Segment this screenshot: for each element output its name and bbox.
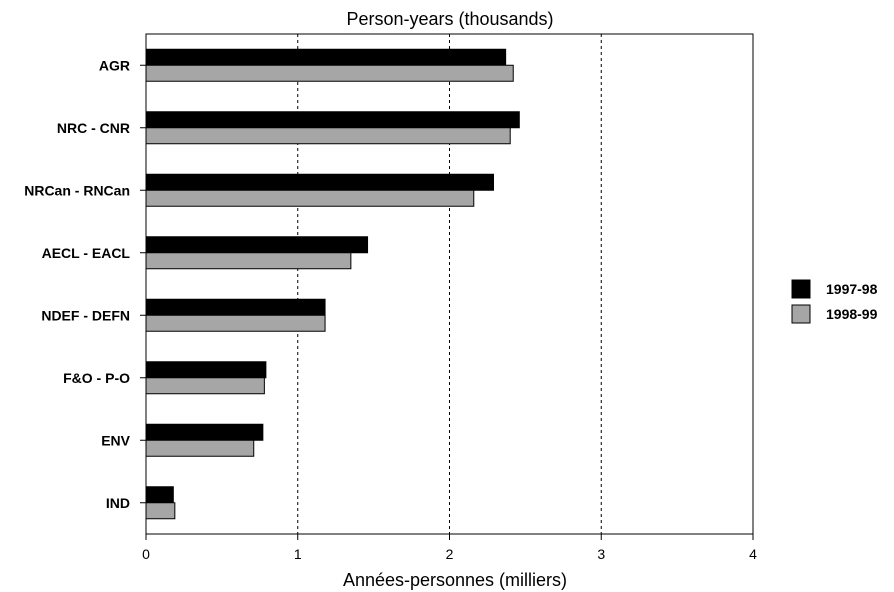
bar-1998-99 [145,502,176,520]
bars [145,48,520,520]
legend: 1997-98 1998-99 [791,279,878,324]
legend-swatch [791,279,811,299]
category-label: IND [106,495,130,511]
x-tick-label: 3 [597,546,605,562]
category-label: AECL - EACL [42,245,131,261]
category-label: F&O - P-O [63,370,130,386]
bar-1997-98 [145,486,174,504]
bar-1998-99 [145,252,352,270]
bar-1997-98 [145,236,369,254]
y-axis: AGR NRC - CNR NRCan - RNCan AECL - EACL NDEF… [24,57,146,511]
chart-title: Person-years (thousands) [346,9,553,29]
grid [297,34,602,534]
legend-label: 1998-99 [826,306,878,322]
category-label: NRC - CNR [57,120,130,136]
bar-1997-98 [145,423,264,441]
bar-1997-98 [145,298,326,316]
bar-1997-98 [145,361,267,379]
legend-swatch [791,304,811,324]
x-axis-label: Années-personnes (milliers) [343,570,567,590]
bar-1998-99 [145,189,475,207]
category-label: NRCan - RNCan [24,182,130,198]
category-label: AGR [99,57,130,73]
x-axis: 0 1 2 3 4 [142,534,757,562]
category-label: ENV [101,432,130,448]
x-tick-label: 2 [446,546,454,562]
x-tick-label: 1 [294,546,302,562]
bar-1997-98 [145,48,507,66]
category-label: NDEF - DEFN [41,307,130,323]
legend-label: 1997-98 [826,281,878,297]
bar-1997-98 [145,173,495,191]
bar-1998-99 [145,314,326,332]
bar-1998-99 [145,64,514,82]
bar-1997-98 [145,111,520,129]
x-tick-label: 4 [749,546,757,562]
bar-1998-99 [145,377,265,395]
bar-1998-99 [145,439,255,457]
x-tick-label: 0 [142,546,150,562]
bar-1998-99 [145,127,511,145]
